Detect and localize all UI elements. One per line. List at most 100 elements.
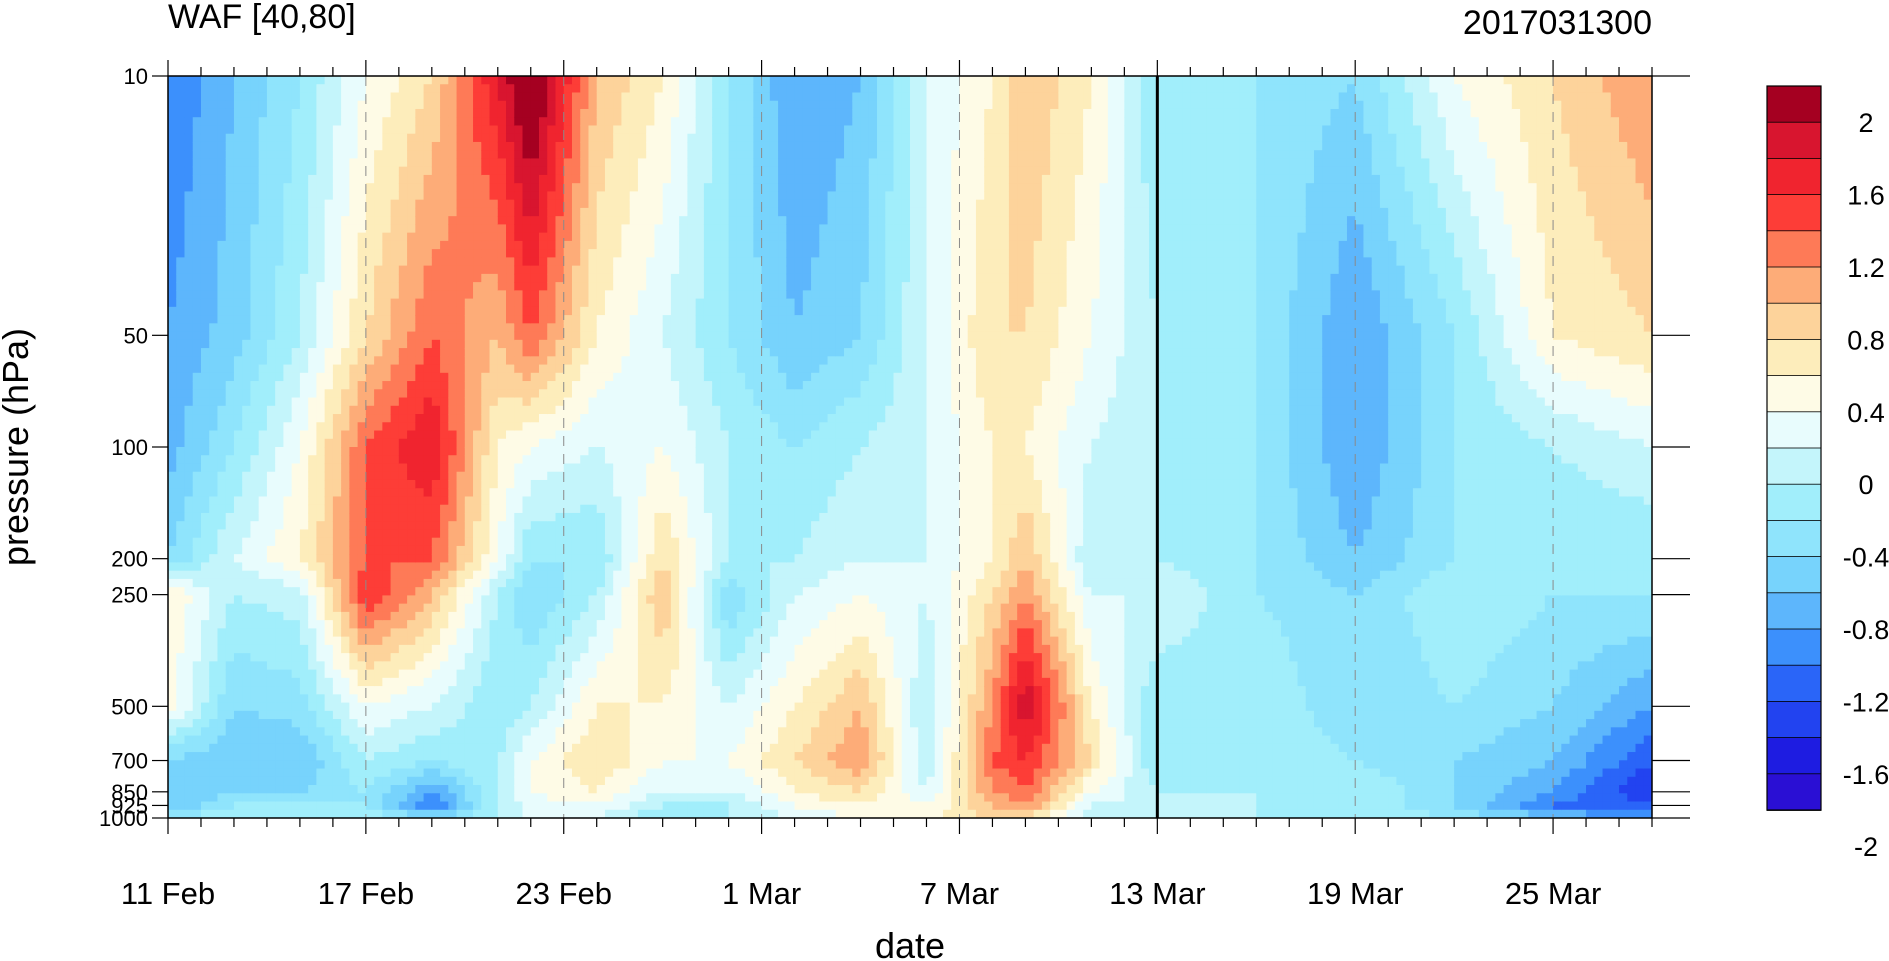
contour-cell <box>233 496 243 506</box>
contour-cell <box>266 677 276 687</box>
contour-cell <box>481 661 491 671</box>
contour-cell <box>473 603 482 613</box>
contour-cell <box>308 84 317 94</box>
contour-cell <box>415 628 425 638</box>
contour-cell <box>398 743 408 753</box>
contour-cell <box>522 306 532 316</box>
contour-cell <box>299 141 309 151</box>
contour-cell <box>596 743 606 753</box>
contour-cell <box>555 628 565 638</box>
contour-cell <box>390 405 400 415</box>
contour-cell <box>440 801 449 811</box>
contour-cell <box>382 133 392 143</box>
contour-cell <box>596 331 606 341</box>
contour-cell <box>291 727 301 737</box>
contour-cell <box>341 512 350 522</box>
contour-cell <box>192 529 202 539</box>
contour-cell <box>481 554 491 564</box>
contour-cell <box>456 735 466 745</box>
contour-cell <box>473 496 482 506</box>
contour-cell <box>374 760 383 770</box>
contour-cell <box>571 661 581 671</box>
contour-cell <box>604 710 614 720</box>
contour-cell <box>539 265 548 275</box>
contour-cell <box>514 504 524 514</box>
contour-cell <box>291 603 301 613</box>
contour-cell <box>308 702 317 712</box>
contour-cell <box>456 479 466 489</box>
contour-cell <box>613 785 623 794</box>
contour-cell <box>382 694 392 704</box>
contour-cell <box>308 381 317 390</box>
contour-cell <box>571 455 581 465</box>
contour-cell <box>176 100 186 110</box>
contour-cell <box>588 644 598 654</box>
contour-cell <box>563 141 573 151</box>
contour-cell <box>539 125 548 135</box>
contour-cell <box>316 372 326 382</box>
contour-cell <box>184 207 194 217</box>
contour-cell <box>341 710 350 720</box>
contour-cell <box>415 216 425 225</box>
contour-cell <box>571 587 581 596</box>
contour-cell <box>580 430 590 440</box>
contour-cell <box>374 735 383 745</box>
contour-cell <box>415 76 425 85</box>
contour-cell <box>209 529 219 539</box>
contour-cell <box>539 422 548 432</box>
contour-cell <box>440 471 449 481</box>
contour-cell <box>299 356 309 366</box>
contour-cell <box>580 512 590 522</box>
contour-cell <box>324 653 334 662</box>
contour-cell <box>497 537 507 547</box>
contour-cell <box>192 603 202 613</box>
contour-cell <box>374 92 383 102</box>
contour-cell <box>324 752 334 761</box>
contour-cell <box>539 463 548 473</box>
contour-cell <box>291 521 301 531</box>
contour-cell <box>407 479 416 489</box>
contour-cell <box>539 760 548 770</box>
contour-cell <box>176 653 186 662</box>
contour-cell <box>473 430 482 440</box>
contour-cell <box>407 364 416 374</box>
contour-cell <box>464 364 474 374</box>
contour-cell <box>621 232 631 242</box>
contour-cell <box>209 100 219 110</box>
contour-cell <box>522 719 532 728</box>
contour-cell <box>506 216 515 225</box>
contour-cell <box>456 298 466 308</box>
contour-cell <box>522 488 532 498</box>
contour-cell <box>481 719 491 728</box>
contour-cell <box>324 578 334 588</box>
contour-cell <box>456 100 466 110</box>
contour-cell <box>497 232 507 242</box>
contour-cell <box>613 702 623 712</box>
contour-cell <box>283 628 293 638</box>
contour-cell <box>547 282 557 291</box>
contour-cell <box>332 653 342 662</box>
contour-cell <box>596 447 606 456</box>
contour-cell <box>596 92 606 102</box>
contour-cell <box>571 529 581 539</box>
contour-cell <box>530 158 540 168</box>
contour-cell <box>423 356 433 366</box>
contour-cell <box>192 191 202 201</box>
contour-cell <box>365 677 375 687</box>
contour-cell <box>168 537 177 547</box>
contour-cell <box>374 298 383 308</box>
contour-cell <box>481 463 491 473</box>
contour-cell <box>266 776 276 786</box>
contour-cell <box>374 389 383 399</box>
contour-cell <box>316 381 326 390</box>
contour-cell <box>456 158 466 168</box>
contour-cell <box>390 290 400 300</box>
contour-cell <box>514 183 524 193</box>
contour-cell <box>547 183 557 193</box>
contour-cell <box>456 455 466 465</box>
contour-cell <box>341 117 350 127</box>
contour-cell <box>324 405 334 415</box>
contour-cell <box>563 414 573 423</box>
contour-cell <box>250 150 260 160</box>
contour-cell <box>423 521 433 531</box>
